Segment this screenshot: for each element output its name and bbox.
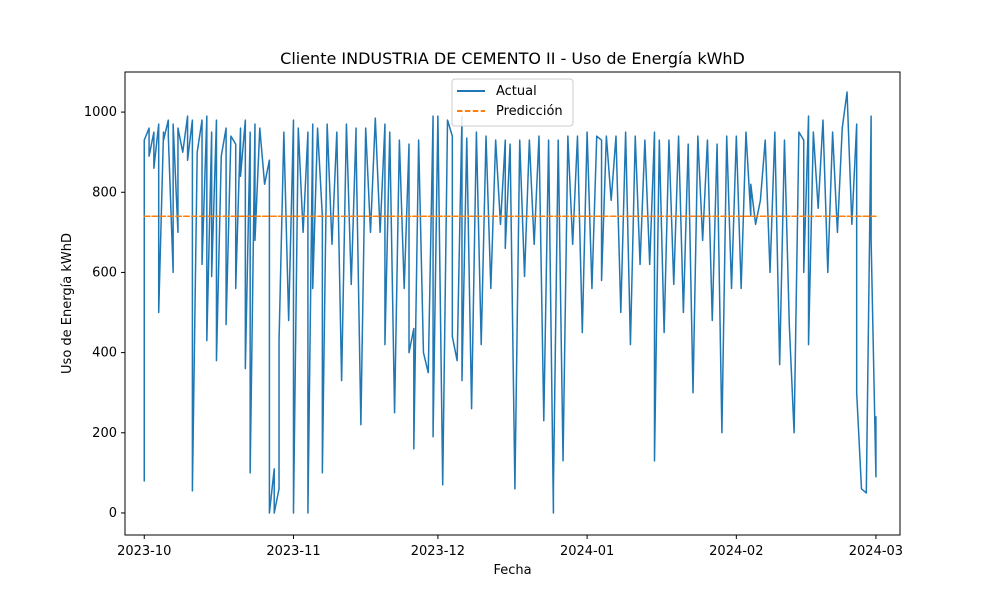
y-tick-label: 0	[109, 506, 117, 521]
legend-prediction-label: Predicción	[496, 104, 563, 119]
y-tick-label: 400	[92, 346, 117, 361]
x-tick-label: 2023-12	[411, 544, 465, 559]
x-tick-label: 2024-01	[560, 544, 614, 559]
y-axis-label: Uso de Energía kWhD	[60, 233, 75, 374]
y-tick-label: 200	[92, 426, 117, 441]
x-tick-label: 2023-11	[266, 544, 320, 559]
y-tick-label: 1000	[84, 105, 117, 120]
actual-series-line	[143, 91, 877, 514]
legend-actual-label: Actual	[496, 84, 537, 99]
chart-title: Cliente INDUSTRIA DE CEMENTO II - Uso de…	[280, 49, 745, 68]
x-tick-label: 2024-03	[849, 544, 903, 559]
y-tick-label: 600	[92, 265, 117, 280]
x-tick-label: 2024-02	[709, 544, 763, 559]
x-tick-label: 2023-10	[117, 544, 171, 559]
y-tick-label: 800	[92, 185, 117, 200]
x-axis-label: Fecha	[493, 563, 531, 578]
plot-frame	[124, 71, 901, 536]
